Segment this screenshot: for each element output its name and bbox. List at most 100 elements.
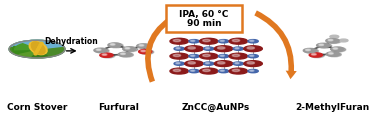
Circle shape	[218, 62, 225, 64]
Circle shape	[96, 49, 101, 50]
Circle shape	[200, 53, 218, 59]
Circle shape	[220, 70, 224, 71]
Circle shape	[248, 55, 258, 58]
Circle shape	[328, 39, 333, 41]
Circle shape	[327, 39, 341, 43]
Circle shape	[204, 62, 214, 65]
Circle shape	[102, 54, 107, 55]
Ellipse shape	[35, 51, 38, 53]
Circle shape	[205, 63, 209, 64]
Text: Furfural: Furfural	[98, 103, 139, 112]
Circle shape	[311, 54, 316, 55]
Circle shape	[191, 55, 195, 56]
Text: 90 min: 90 min	[187, 20, 221, 28]
Circle shape	[310, 53, 324, 58]
Ellipse shape	[31, 42, 45, 54]
Circle shape	[218, 69, 229, 73]
Circle shape	[176, 48, 180, 49]
Circle shape	[233, 62, 243, 65]
Circle shape	[200, 68, 218, 74]
Circle shape	[330, 35, 339, 38]
Circle shape	[170, 38, 189, 44]
Circle shape	[248, 40, 258, 43]
Circle shape	[100, 53, 113, 57]
Circle shape	[203, 69, 210, 71]
Circle shape	[188, 47, 195, 49]
Circle shape	[94, 48, 107, 52]
Wedge shape	[15, 49, 37, 56]
Wedge shape	[25, 49, 48, 57]
Circle shape	[188, 62, 195, 64]
Circle shape	[173, 69, 181, 71]
Circle shape	[235, 63, 239, 64]
Circle shape	[328, 53, 333, 54]
Circle shape	[118, 52, 132, 57]
Circle shape	[250, 55, 254, 56]
Circle shape	[331, 47, 344, 51]
Circle shape	[250, 40, 254, 41]
Circle shape	[191, 70, 195, 71]
Circle shape	[244, 46, 262, 52]
Circle shape	[247, 47, 254, 49]
Ellipse shape	[40, 42, 43, 44]
Circle shape	[191, 40, 195, 41]
Wedge shape	[12, 46, 37, 54]
Circle shape	[220, 55, 224, 56]
Circle shape	[110, 44, 115, 45]
Circle shape	[214, 46, 233, 52]
Circle shape	[176, 63, 180, 64]
Circle shape	[317, 43, 330, 48]
Circle shape	[125, 48, 130, 49]
Circle shape	[204, 47, 214, 50]
Ellipse shape	[39, 44, 42, 46]
Circle shape	[233, 47, 243, 50]
Circle shape	[306, 49, 310, 51]
Circle shape	[203, 54, 210, 57]
Circle shape	[303, 48, 317, 53]
Circle shape	[220, 40, 224, 41]
Circle shape	[229, 38, 248, 44]
Circle shape	[121, 53, 125, 55]
Ellipse shape	[36, 49, 39, 51]
Circle shape	[139, 45, 144, 46]
Circle shape	[250, 70, 254, 71]
Ellipse shape	[34, 53, 37, 55]
Circle shape	[109, 43, 123, 48]
Circle shape	[138, 44, 152, 49]
Circle shape	[229, 68, 248, 74]
Text: ZnCC@AuNPs: ZnCC@AuNPs	[182, 103, 250, 112]
Ellipse shape	[38, 46, 40, 49]
Circle shape	[124, 47, 138, 52]
Ellipse shape	[29, 41, 47, 55]
Circle shape	[326, 39, 339, 43]
Circle shape	[327, 52, 341, 57]
Circle shape	[205, 48, 209, 49]
Circle shape	[232, 39, 240, 42]
Circle shape	[170, 68, 189, 74]
Circle shape	[332, 47, 346, 52]
Circle shape	[95, 49, 109, 53]
Circle shape	[218, 47, 225, 49]
Circle shape	[229, 53, 248, 59]
Circle shape	[140, 50, 154, 54]
Circle shape	[185, 46, 203, 52]
Circle shape	[141, 50, 146, 52]
Circle shape	[174, 62, 184, 65]
Circle shape	[173, 39, 181, 42]
FancyBboxPatch shape	[166, 5, 242, 32]
Circle shape	[319, 44, 324, 46]
Text: Corn Stover: Corn Stover	[7, 103, 67, 112]
Circle shape	[9, 40, 65, 58]
Circle shape	[248, 69, 258, 73]
Circle shape	[174, 47, 184, 50]
Circle shape	[139, 49, 152, 54]
Circle shape	[123, 47, 136, 51]
Circle shape	[203, 39, 210, 42]
Circle shape	[218, 40, 229, 43]
Circle shape	[173, 54, 181, 57]
Circle shape	[339, 39, 348, 42]
Circle shape	[326, 52, 339, 56]
Circle shape	[200, 38, 218, 44]
Circle shape	[189, 55, 199, 58]
Text: 2-MethylFuran: 2-MethylFuran	[295, 103, 370, 112]
